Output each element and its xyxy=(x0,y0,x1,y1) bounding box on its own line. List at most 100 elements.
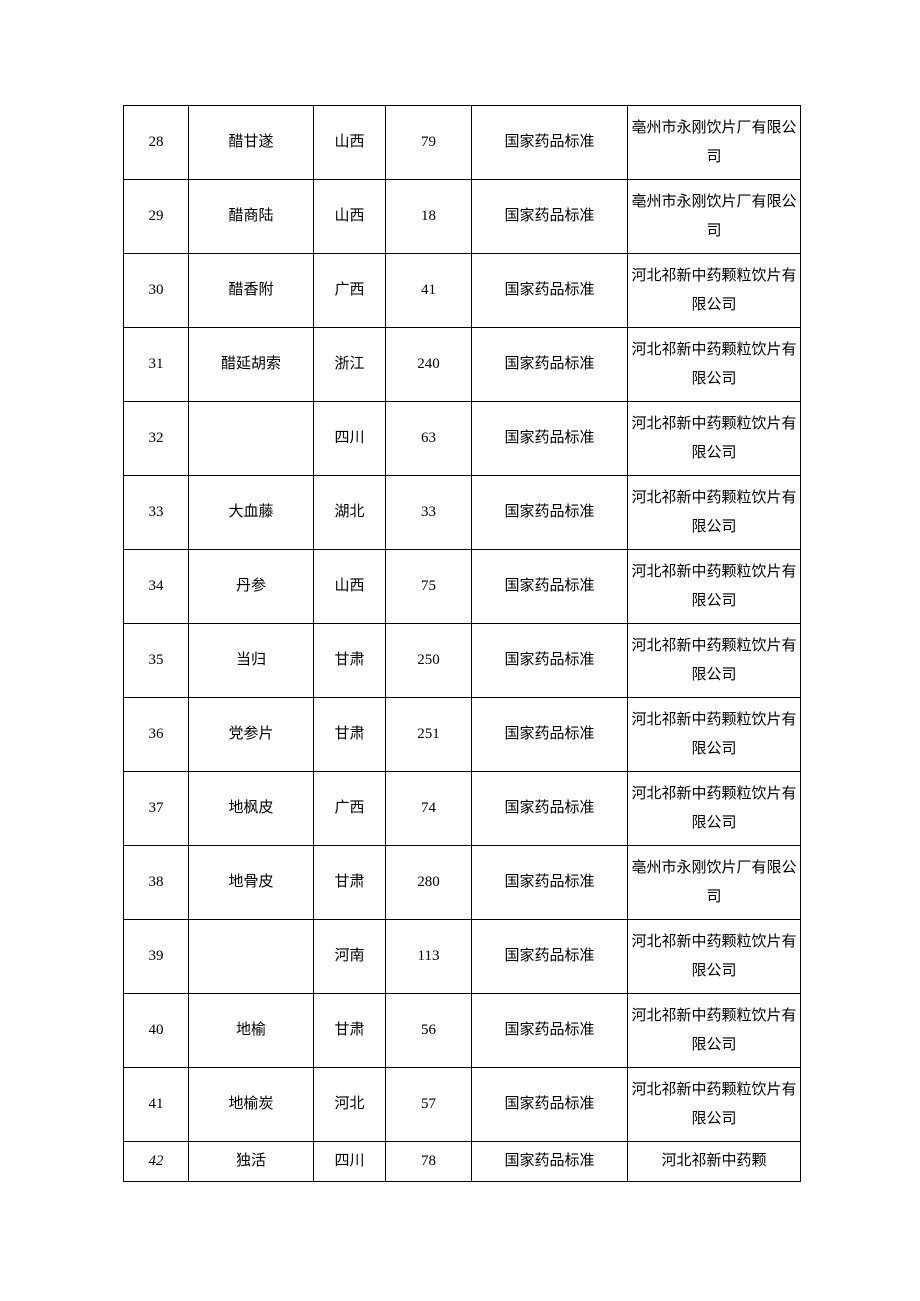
table-row: 41地榆炭河北57国家药品标准河北祁新中药颗粒饮片有限公司 xyxy=(124,1068,801,1142)
table-row: 31醋延胡索浙江240国家药品标准河北祁新中药颗粒饮片有限公司 xyxy=(124,328,801,402)
cell-number: 38 xyxy=(124,846,189,920)
cell-name: 大血藤 xyxy=(189,476,314,550)
cell-quantity: 75 xyxy=(386,550,472,624)
cell-province: 山西 xyxy=(314,106,386,180)
cell-quantity: 250 xyxy=(386,624,472,698)
cell-manufacturer: 亳州市永刚饮片厂有限公司 xyxy=(628,180,801,254)
cell-name: 地榆炭 xyxy=(189,1068,314,1142)
cell-quantity: 78 xyxy=(386,1142,472,1182)
cell-number: 30 xyxy=(124,254,189,328)
cell-province: 山西 xyxy=(314,550,386,624)
cell-quantity: 74 xyxy=(386,772,472,846)
table-row: 36党参片甘肃251国家药品标准河北祁新中药颗粒饮片有限公司 xyxy=(124,698,801,772)
cell-province: 山西 xyxy=(314,180,386,254)
cell-standard: 国家药品标准 xyxy=(472,402,628,476)
cell-standard: 国家药品标准 xyxy=(472,476,628,550)
cell-province: 湖北 xyxy=(314,476,386,550)
cell-number: 39 xyxy=(124,920,189,994)
cell-standard: 国家药品标准 xyxy=(472,846,628,920)
table-row: 30醋香附广西41国家药品标准河北祁新中药颗粒饮片有限公司 xyxy=(124,254,801,328)
cell-province: 甘肃 xyxy=(314,698,386,772)
cell-standard: 国家药品标准 xyxy=(472,698,628,772)
cell-province: 广西 xyxy=(314,254,386,328)
cell-manufacturer: 河北祁新中药颗粒饮片有限公司 xyxy=(628,402,801,476)
cell-manufacturer: 河北祁新中药颗粒饮片有限公司 xyxy=(628,476,801,550)
cell-standard: 国家药品标准 xyxy=(472,994,628,1068)
cell-manufacturer: 河北祁新中药颗粒饮片有限公司 xyxy=(628,772,801,846)
cell-name: 醋甘遂 xyxy=(189,106,314,180)
table-row: 40地榆甘肃56国家药品标准河北祁新中药颗粒饮片有限公司 xyxy=(124,994,801,1068)
cell-quantity: 33 xyxy=(386,476,472,550)
cell-manufacturer: 河北祁新中药颗粒饮片有限公司 xyxy=(628,550,801,624)
cell-number: 37 xyxy=(124,772,189,846)
cell-quantity: 18 xyxy=(386,180,472,254)
cell-number: 42 xyxy=(124,1142,189,1182)
cell-quantity: 41 xyxy=(386,254,472,328)
table-row: 28醋甘遂山西79国家药品标准亳州市永刚饮片厂有限公司 xyxy=(124,106,801,180)
cell-name xyxy=(189,402,314,476)
cell-quantity: 280 xyxy=(386,846,472,920)
cell-province: 四川 xyxy=(314,402,386,476)
table-row: 38地骨皮甘肃280国家药品标准亳州市永刚饮片厂有限公司 xyxy=(124,846,801,920)
cell-number: 31 xyxy=(124,328,189,402)
cell-manufacturer: 河北祁新中药颗 xyxy=(628,1142,801,1182)
table-row: 29醋商陆山西18国家药品标准亳州市永刚饮片厂有限公司 xyxy=(124,180,801,254)
cell-quantity: 79 xyxy=(386,106,472,180)
table-row: 39河南113国家药品标准河北祁新中药颗粒饮片有限公司 xyxy=(124,920,801,994)
cell-manufacturer: 河北祁新中药颗粒饮片有限公司 xyxy=(628,994,801,1068)
cell-province: 四川 xyxy=(314,1142,386,1182)
cell-province: 广西 xyxy=(314,772,386,846)
cell-standard: 国家药品标准 xyxy=(472,328,628,402)
table-row: 35当归甘肃250国家药品标准河北祁新中药颗粒饮片有限公司 xyxy=(124,624,801,698)
cell-quantity: 240 xyxy=(386,328,472,402)
cell-number: 32 xyxy=(124,402,189,476)
cell-number: 33 xyxy=(124,476,189,550)
cell-standard: 国家药品标准 xyxy=(472,106,628,180)
cell-number: 41 xyxy=(124,1068,189,1142)
cell-province: 河南 xyxy=(314,920,386,994)
cell-name: 醋延胡索 xyxy=(189,328,314,402)
cell-manufacturer: 河北祁新中药颗粒饮片有限公司 xyxy=(628,698,801,772)
cell-name xyxy=(189,920,314,994)
cell-name: 丹参 xyxy=(189,550,314,624)
table-row: 32 四川63国家药品标准河北祁新中药颗粒饮片有限公司 xyxy=(124,402,801,476)
cell-quantity: 56 xyxy=(386,994,472,1068)
cell-manufacturer: 亳州市永刚饮片厂有限公司 xyxy=(628,106,801,180)
table-row: 33大血藤湖北33国家药品标准河北祁新中药颗粒饮片有限公司 xyxy=(124,476,801,550)
cell-name: 独活 xyxy=(189,1142,314,1182)
cell-province: 浙江 xyxy=(314,328,386,402)
cell-name: 醋商陆 xyxy=(189,180,314,254)
cell-standard: 国家药品标准 xyxy=(472,1068,628,1142)
cell-standard: 国家药品标准 xyxy=(472,920,628,994)
cell-name: 醋香附 xyxy=(189,254,314,328)
cell-standard: 国家药品标准 xyxy=(472,1142,628,1182)
document-page: 28醋甘遂山西79国家药品标准亳州市永刚饮片厂有限公司29醋商陆山西18国家药品… xyxy=(0,0,920,1301)
cell-name: 地骨皮 xyxy=(189,846,314,920)
cell-province: 甘肃 xyxy=(314,624,386,698)
cell-quantity: 251 xyxy=(386,698,472,772)
cell-manufacturer: 河北祁新中药颗粒饮片有限公司 xyxy=(628,1068,801,1142)
cell-name: 地枫皮 xyxy=(189,772,314,846)
cell-quantity: 57 xyxy=(386,1068,472,1142)
cell-province: 甘肃 xyxy=(314,846,386,920)
cell-quantity: 63 xyxy=(386,402,472,476)
cell-manufacturer: 河北祁新中药颗粒饮片有限公司 xyxy=(628,254,801,328)
table-body: 28醋甘遂山西79国家药品标准亳州市永刚饮片厂有限公司29醋商陆山西18国家药品… xyxy=(124,106,801,1182)
cell-province: 河北 xyxy=(314,1068,386,1142)
cell-name: 地榆 xyxy=(189,994,314,1068)
cell-manufacturer: 河北祁新中药颗粒饮片有限公司 xyxy=(628,328,801,402)
cell-standard: 国家药品标准 xyxy=(472,180,628,254)
cell-province: 甘肃 xyxy=(314,994,386,1068)
medicine-data-table: 28醋甘遂山西79国家药品标准亳州市永刚饮片厂有限公司29醋商陆山西18国家药品… xyxy=(123,105,801,1182)
cell-standard: 国家药品标准 xyxy=(472,254,628,328)
cell-number: 35 xyxy=(124,624,189,698)
cell-number: 40 xyxy=(124,994,189,1068)
table-row: 34丹参山西75国家药品标准河北祁新中药颗粒饮片有限公司 xyxy=(124,550,801,624)
cell-name: 当归 xyxy=(189,624,314,698)
cell-standard: 国家药品标准 xyxy=(472,550,628,624)
cell-number: 29 xyxy=(124,180,189,254)
cell-number: 28 xyxy=(124,106,189,180)
cell-standard: 国家药品标准 xyxy=(472,772,628,846)
cell-manufacturer: 亳州市永刚饮片厂有限公司 xyxy=(628,846,801,920)
cell-manufacturer: 河北祁新中药颗粒饮片有限公司 xyxy=(628,920,801,994)
